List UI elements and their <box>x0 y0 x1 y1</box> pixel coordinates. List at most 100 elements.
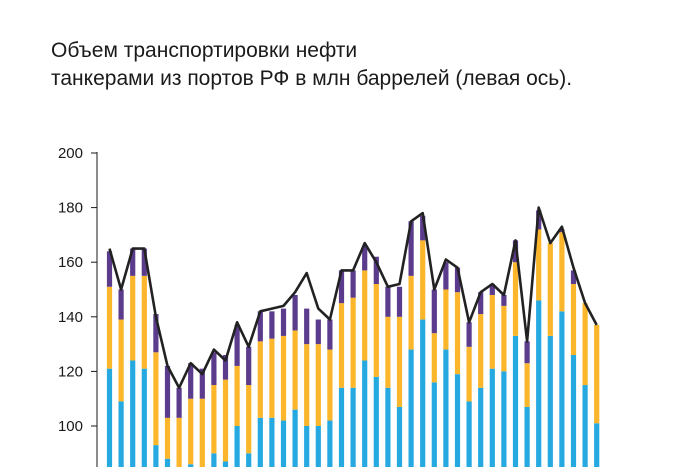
bar-segment-1 <box>443 349 449 467</box>
bar-segment-1 <box>408 349 414 467</box>
bar-segment-3 <box>164 365 171 418</box>
bar-segment-3 <box>350 270 356 298</box>
bar-segment-2 <box>443 289 449 350</box>
bar-segment-2 <box>408 275 414 350</box>
bar-segment-2 <box>211 385 217 454</box>
bar-segment-1 <box>385 387 391 467</box>
bar-segment-3 <box>304 308 310 345</box>
bar-segment-2 <box>106 286 113 369</box>
bar-segment-1 <box>222 461 229 467</box>
bar-segment-2 <box>246 385 252 454</box>
bar-segment-2 <box>350 297 356 388</box>
bar-segment-1 <box>280 420 287 467</box>
bar-segment-2 <box>547 243 553 336</box>
bar-segment-2 <box>373 284 379 377</box>
bar-segment-2 <box>396 316 403 407</box>
bar-segment-1 <box>141 368 147 467</box>
bar-segment-1 <box>547 335 553 467</box>
bar-segment-1 <box>524 406 530 467</box>
bar-segment-3 <box>246 346 252 386</box>
y-tick-label: 180 <box>58 200 83 217</box>
bar-segment-2 <box>269 338 275 418</box>
bar-segment-1 <box>315 426 321 467</box>
bar-segment-1 <box>118 401 124 467</box>
bar-segment-1 <box>130 360 136 467</box>
bar-segment-1 <box>292 409 298 467</box>
bar-segment-1 <box>211 453 217 467</box>
bar-segment-2 <box>164 417 171 459</box>
bar-segment-3 <box>396 286 403 317</box>
bar-segment-3 <box>570 270 577 285</box>
bar-segment-2 <box>466 346 472 402</box>
bar-segment-3 <box>106 251 113 287</box>
bar-segment-1 <box>106 368 113 467</box>
bar-segment-1 <box>559 311 565 467</box>
bar-segment-3 <box>466 322 472 347</box>
bar-segment-3 <box>478 292 484 315</box>
bar-segment-1 <box>338 387 345 467</box>
bar-segment-1 <box>234 426 240 467</box>
bar-segment-2 <box>431 333 437 383</box>
bar-segment-2 <box>257 341 263 418</box>
bar-segment-2 <box>315 344 321 426</box>
bar-segment-1 <box>466 401 472 467</box>
chart-title: Объем транспортировки нефти танкерами из… <box>51 37 572 93</box>
bar-segment-3 <box>222 355 229 380</box>
y-tick-label: 200 <box>58 145 83 162</box>
bar-segment-2 <box>304 344 310 426</box>
bar-segment-2 <box>489 294 495 369</box>
bar-segment-2 <box>280 335 287 421</box>
bar-segment-2 <box>454 292 461 375</box>
bar-segment-1 <box>420 319 426 467</box>
bar-segment-1 <box>431 382 437 467</box>
bar-segment-1 <box>570 355 577 467</box>
bar-segment-1 <box>246 453 252 467</box>
y-tick-label: 100 <box>58 418 83 435</box>
bar-segment-3 <box>431 289 437 334</box>
bar-segment-1 <box>454 374 461 467</box>
chart-title-line-2: танкерами из портов РФ в млн баррелей (л… <box>51 67 573 90</box>
y-tick-label: 140 <box>58 309 83 326</box>
bar-segment-3 <box>362 245 368 271</box>
bar-segment-1 <box>478 387 484 467</box>
bar-segment-2 <box>420 240 426 320</box>
bar-segment-1 <box>512 335 519 467</box>
bar-segment-3 <box>385 286 391 317</box>
y-tick-label: 160 <box>58 254 83 271</box>
bar-segment-3 <box>153 314 159 353</box>
bar-segment-1 <box>582 385 588 467</box>
bar-segment-2 <box>130 275 136 361</box>
bar-segment-3 <box>501 294 507 306</box>
bar-segment-1 <box>153 445 159 467</box>
bar-segment-2 <box>188 398 194 465</box>
bar-segment-2 <box>594 324 600 424</box>
bar-segment-3 <box>269 311 275 339</box>
bar-segment-3 <box>443 262 449 290</box>
bar-segment-2 <box>338 303 345 388</box>
bar-segment-3 <box>234 324 240 366</box>
bar-segment-3 <box>118 289 124 320</box>
bar-segment-1 <box>489 368 495 467</box>
bar-segment-2 <box>176 417 182 467</box>
bar-segment-2 <box>582 303 588 386</box>
bar-segment-1 <box>327 420 333 467</box>
bar-segment-3 <box>188 363 194 399</box>
bar-segment-1 <box>188 464 194 467</box>
y-tick-label: 120 <box>58 363 83 380</box>
bar-segment-1 <box>164 458 171 467</box>
bar-segment-3 <box>373 256 379 285</box>
y-tick-group: 100 120 140 160 180 200 <box>58 145 97 435</box>
bar-segment-2 <box>559 232 565 312</box>
bar-segment-2 <box>362 270 368 361</box>
bar-segment-2 <box>327 349 333 421</box>
bar-segment-3 <box>292 294 298 331</box>
bar-segment-3 <box>454 267 461 293</box>
bar-segment-3 <box>211 352 217 386</box>
bar-segment-2 <box>536 229 542 301</box>
bar-segment-3 <box>408 221 414 276</box>
bar-segment-3 <box>199 368 205 399</box>
bar-segment-2 <box>118 319 124 402</box>
bar-segment-1 <box>501 371 507 467</box>
bar-segment-2 <box>222 379 229 462</box>
